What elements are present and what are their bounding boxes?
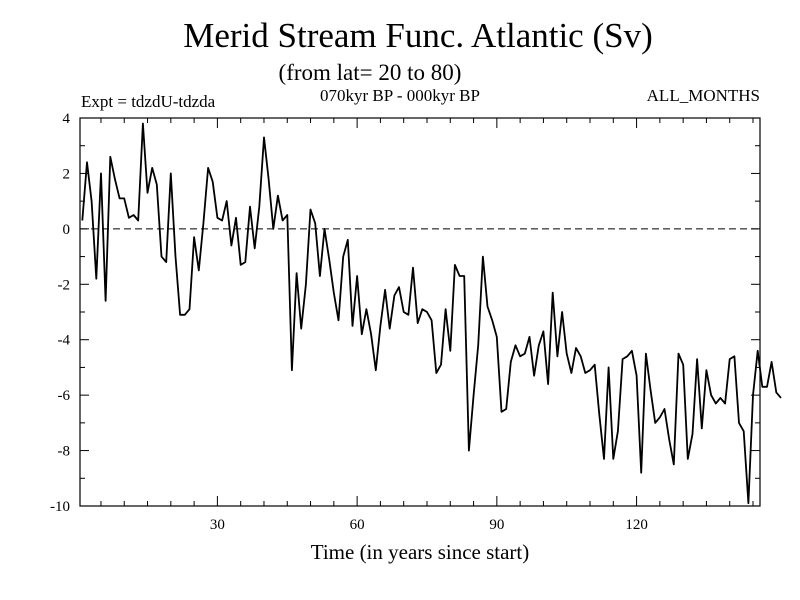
x-tick-label: 60 (350, 517, 365, 533)
months-label: ALL_MONTHS (646, 86, 760, 105)
chart-subtitle: (from lat= 20 to 80) (278, 60, 462, 85)
y-tick-label: -6 (58, 388, 71, 404)
x-tick-label: 90 (489, 517, 504, 533)
chart-title: Merid Stream Func. Atlantic (Sv) (183, 16, 653, 55)
x-axis-label: Time (in years since start) (310, 540, 530, 564)
y-tick-label: -8 (58, 444, 71, 460)
plot-frame (79, 117, 761, 507)
y-tick-label: 0 (63, 222, 71, 238)
period-label: 070kyr BP - 000kyr BP (320, 86, 480, 105)
y-tick-label: 2 (63, 166, 71, 182)
experiment-label: Expt = tdzdU-tdzda (81, 92, 216, 111)
x-tick-label: 30 (210, 517, 225, 533)
y-tick-label: -4 (58, 333, 71, 349)
series-line (81, 122, 782, 505)
y-tick-label: -2 (58, 277, 71, 293)
x-tick-label: 120 (625, 517, 648, 533)
y-tick-label: -10 (50, 499, 70, 515)
y-tick-label: 4 (63, 111, 71, 127)
